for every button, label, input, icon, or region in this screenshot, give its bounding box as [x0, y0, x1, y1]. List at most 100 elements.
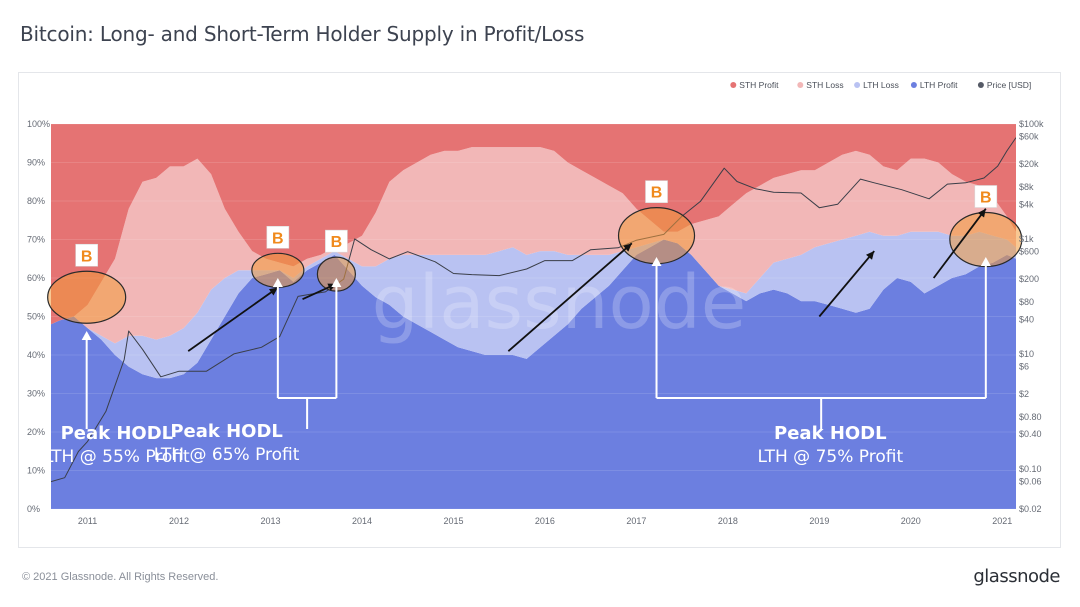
peak-marker-layer: B B B B B: [75, 180, 998, 267]
x-tick-label: 2013: [261, 516, 281, 526]
label-connector-arrow-head: [980, 257, 991, 266]
x-tick-label: 2021: [992, 516, 1012, 526]
legend-dot-price-usd: [977, 82, 984, 88]
x-tick-label: 2016: [535, 516, 555, 526]
x-tick-label: 2020: [901, 516, 921, 526]
peak-hodl-subtitle: LTH @ 65% Profit: [154, 445, 300, 465]
peak-highlight-ellipse: [47, 270, 127, 324]
y-right-tick-label: $40: [1019, 314, 1034, 324]
peak-marker-box: [325, 229, 348, 253]
y-right-tick-label: $20k: [1019, 159, 1039, 169]
y-right-tick-label: $200: [1019, 274, 1039, 284]
x-tick-label: 2012: [169, 516, 189, 526]
watermark: glassnode: [372, 260, 747, 346]
y-left-tick-label: 50%: [27, 312, 45, 322]
y-right-tick-label: $600: [1019, 247, 1039, 257]
legend-dot-sth-loss: [797, 82, 804, 88]
y-left-tick-label: 100%: [27, 119, 50, 129]
area-layer: [51, 124, 1016, 509]
x-tick-label: 2019: [809, 516, 829, 526]
y-right-tick-label: $0.40: [1019, 429, 1042, 439]
y-left-tick-label: 60%: [27, 273, 45, 283]
y-right-tick-label: $2: [1019, 389, 1029, 399]
sth-profit-area: [51, 124, 1016, 325]
y-right-tick-label: $4k: [1019, 199, 1034, 209]
y-left-tick-label: 20%: [27, 427, 45, 437]
label-connector-arrow-head: [81, 331, 92, 340]
peak-marker-label: B: [651, 185, 663, 202]
peak-marker-box: [645, 180, 668, 203]
trend-arrow: [187, 286, 279, 352]
price-line: [51, 137, 1016, 483]
trend-arrow: [818, 250, 875, 318]
y-right-tick-label: $60k: [1019, 132, 1039, 142]
y-left-tick-label: 40%: [27, 350, 45, 360]
y-right-tick-label: $0.80: [1019, 412, 1042, 422]
chart-legend: Price [USD] LTH Profit LTH Loss STH Loss STH…: [730, 80, 1031, 90]
y-left-tick-label: 90%: [27, 158, 45, 168]
legend-label-lth-loss: LTH Loss: [863, 80, 899, 90]
x-tick-label: 2017: [626, 516, 646, 526]
peak-marker-box: [266, 226, 290, 249]
label-connector-arrow-head: [651, 257, 662, 266]
price-layer: [51, 137, 1016, 483]
legend-dot-lth-loss: [854, 82, 861, 88]
gridlines: [51, 123, 1016, 510]
lth-profit-area: [51, 239, 1016, 509]
label-connector-arrow-head: [272, 278, 283, 287]
peak-marker-label: B: [980, 190, 992, 207]
y-left-tick-label: 30%: [27, 389, 45, 399]
y-left-tick-label: 70%: [27, 235, 45, 245]
peak-marker-label: B: [81, 248, 93, 265]
peak-hodl-title: Peak HODL: [61, 423, 174, 444]
trend-arrowhead: [268, 287, 278, 296]
peak-hodl-subtitle: LTH @ 75% Profit: [757, 447, 903, 467]
legend-label-sth-profit: STH Profit: [739, 80, 779, 90]
x-tick-label: 2014: [352, 516, 372, 526]
peak-hodl-title: Peak HODL: [774, 423, 887, 444]
peak-marker-box: [974, 185, 998, 208]
legend-label-lth-profit: LTH Profit: [920, 80, 958, 90]
legend-label-sth-loss: STH Loss: [806, 80, 843, 90]
y-right-tick-label: $0.10: [1019, 464, 1042, 474]
y-right-tick-label: $10: [1019, 349, 1034, 359]
chart-frame: glassnode B B B B B Peak HODL LTH @ 55% Profi…: [18, 72, 1061, 548]
trend-arrowhead: [623, 243, 632, 252]
peak-marker-label: B: [331, 234, 343, 251]
y-left-tick-label: 10%: [27, 466, 45, 476]
peak-marker-box: [75, 243, 98, 267]
lth-loss-area: [51, 231, 1016, 379]
y-left-tick-label: 0%: [27, 504, 40, 514]
page-title: Bitcoin: Long- and Short-Term Holder Sup…: [20, 22, 585, 46]
trend-arrow: [932, 208, 987, 279]
peak-hodl-title: Peak HODL: [170, 421, 283, 442]
y-right-tick-label: $0.02: [1019, 504, 1042, 514]
y-right-tick-label: $6: [1019, 362, 1029, 372]
trend-arrowhead: [977, 208, 986, 218]
trend-arrowhead: [866, 251, 875, 260]
x-tick-label: 2018: [718, 516, 738, 526]
sth-loss-area: [51, 147, 1016, 344]
legend-label-price-usd: Price [USD]: [987, 80, 1031, 90]
trend-arrow-layer: [187, 208, 987, 352]
y-right-tick-label: $0.06: [1019, 477, 1042, 487]
copyright-text: © 2021 Glassnode. All Rights Reserved.: [22, 571, 219, 583]
y-right-tick-label: $8k: [1019, 182, 1034, 192]
glassnode-logo[interactable]: glassnode: [973, 566, 1060, 587]
trend-arrow: [507, 242, 633, 352]
peak-marker-label: B: [272, 230, 284, 247]
y-right-tick-label: $100k: [1019, 119, 1044, 129]
label-connector-arrow-head: [331, 278, 342, 287]
holder-supply-chart: glassnode B B B B B Peak HODL LTH @ 55% Profi…: [27, 80, 1044, 526]
peak-hodl-subtitle: LTH @ 55% Profit: [44, 447, 190, 467]
legend-dot-sth-profit: [730, 82, 737, 88]
peak-highlight-ellipse: [617, 207, 696, 265]
y-right-tick-label: $80: [1019, 297, 1034, 307]
x-tick-label: 2011: [78, 516, 97, 526]
x-tick-label: 2015: [443, 516, 463, 526]
y-right-tick-label: $1k: [1019, 234, 1034, 244]
peak-highlight-layer: [47, 207, 1023, 324]
y-left-tick-label: 80%: [27, 196, 45, 206]
axis-layer: 2011 2012 2013 2014 2015 2016 2017 2018 2019 2020…: [27, 119, 1044, 526]
